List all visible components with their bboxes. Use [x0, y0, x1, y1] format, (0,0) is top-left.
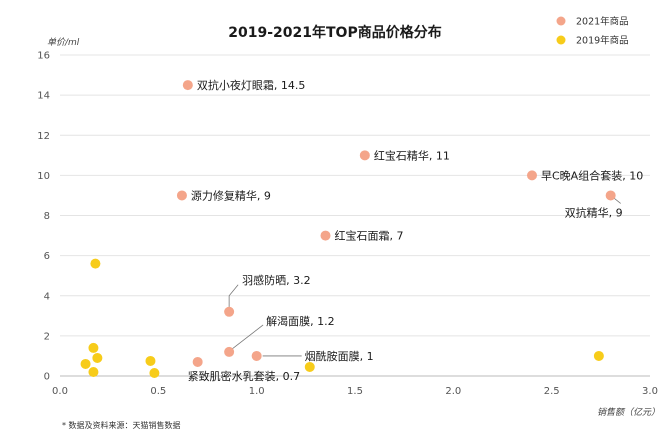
- data-label: 红宝石精华, 11: [374, 148, 450, 162]
- legend-label: 2019年商品: [576, 35, 629, 47]
- y-tick-label: 8: [44, 211, 50, 222]
- data-point-2019: [92, 352, 103, 363]
- data-label: 解渴面膜, 1.2: [266, 314, 335, 328]
- data-point-2019: [149, 367, 160, 378]
- y-tick-labels: 0 2 4 6 8 10 12 14 16: [37, 51, 50, 383]
- y-axis-label: 单价/ml: [47, 37, 80, 48]
- data-point-2019: [593, 350, 604, 361]
- data-point-2019: [90, 258, 101, 269]
- data-label: 早C晚A组合套装, 10: [541, 168, 643, 182]
- data-label: 源力修复精华, 9: [191, 188, 271, 202]
- data-label: 红宝石面霜, 7: [335, 229, 404, 243]
- data-label: 紧致肌密水乳套装, 0.7: [188, 369, 301, 383]
- source-note: * 数据及资料来源：天猫销售数据: [62, 420, 181, 430]
- chart-title: 2019-2021年TOP商品价格分布: [228, 24, 441, 41]
- data-label: 双抗精华, 9: [565, 205, 623, 219]
- x-axis-label: 销售额（亿元）: [597, 407, 660, 418]
- legend-marker: [556, 16, 566, 26]
- x-tick-label: 0.5: [150, 386, 166, 397]
- data-labels: 双抗小夜灯眼霜, 14.5 红宝石精华, 11 早C晚A组合套装, 10 双抗精华, …: [188, 78, 644, 383]
- data-label: 烟酰胺面膜, 1: [305, 349, 374, 363]
- y-tick-label: 12: [37, 131, 50, 142]
- y-tick-label: 14: [37, 91, 50, 102]
- leader-lines: [228, 195, 621, 357]
- legend-marker: [556, 35, 566, 45]
- data-point-2019: [145, 355, 156, 366]
- data-label: 羽感防晒, 3.2: [242, 273, 311, 287]
- x-tick-label: 3.0: [642, 386, 658, 397]
- gridlines: [60, 54, 650, 337]
- x-tick-label: 2.5: [544, 386, 560, 397]
- y-tick-label: 4: [44, 291, 50, 302]
- data-point-2021: [224, 306, 235, 317]
- x-tick-label: 1.0: [249, 386, 265, 397]
- data-point-2021: [192, 356, 203, 367]
- data-point-2019: [88, 366, 99, 377]
- x-tick-label: 2.0: [445, 386, 461, 397]
- legend-label: 2021年商品: [576, 16, 629, 28]
- x-tick-label: 1.5: [347, 386, 363, 397]
- data-point-2021: [527, 170, 537, 181]
- data-point-2021: [359, 150, 370, 161]
- data-point-2019: [88, 342, 99, 353]
- y-tick-label: 16: [37, 51, 50, 62]
- data-point-2021: [176, 190, 187, 201]
- data-point-2021: [251, 350, 262, 361]
- data-label: 双抗小夜灯眼霜, 14.5: [197, 78, 305, 92]
- data-point-2021: [224, 346, 235, 357]
- legend: 2021年商品 2019年商品: [556, 16, 629, 47]
- leader-line: [231, 324, 264, 350]
- y-tick-label: 6: [44, 251, 50, 262]
- data-points: [80, 80, 616, 378]
- data-point-2021: [320, 230, 331, 241]
- leader-line: [228, 284, 239, 310]
- y-tick-label: 0: [44, 372, 50, 383]
- data-point-2021: [182, 80, 193, 91]
- data-point-2019: [304, 361, 315, 372]
- x-tick-label: 0.0: [52, 386, 68, 397]
- y-tick-label: 2: [44, 331, 50, 342]
- data-point-2021: [605, 190, 616, 201]
- x-tick-labels: 0.0 0.5 1.0 1.5 2.0 2.5 3.0: [52, 386, 658, 397]
- data-point-2019: [80, 358, 91, 369]
- y-tick-label: 10: [37, 171, 50, 182]
